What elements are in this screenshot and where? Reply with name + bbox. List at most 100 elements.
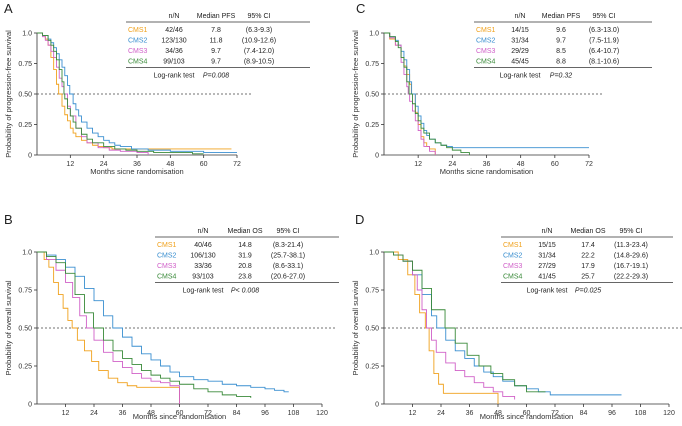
table-cell-ci: (6.4-10.7)	[589, 48, 619, 55]
table-cell-n: 31/34	[511, 38, 529, 45]
table-header: Median PFS	[197, 13, 236, 20]
table-cell-median: 14.8	[238, 242, 252, 249]
y-tick-label: 0.75	[18, 288, 32, 295]
summary-table: n/N Median OS 95% CI CMS1 40/46 14.8 (8.3-21.4…	[155, 228, 339, 295]
table-cell-n: 15/15	[538, 242, 556, 249]
km-curve-cms1	[37, 251, 180, 404]
x-tick-label: 108	[635, 410, 647, 417]
x-tick-label: 24	[100, 161, 108, 168]
table-group-label: CMS4	[128, 59, 148, 66]
table-test-label: Log-rank test	[500, 73, 541, 80]
table-header: n/N	[198, 228, 209, 235]
table-cell-median: 22.2	[581, 253, 595, 260]
km-curve-cms1	[384, 251, 499, 404]
x-tick-label: 108	[288, 410, 300, 417]
table-cell-ci: (7.5-11.9)	[589, 38, 619, 45]
table-cell-median: 17.4	[581, 242, 595, 249]
y-tick-label: 0.50	[365, 92, 379, 99]
table-group-label: CMS3	[157, 263, 177, 270]
table-group-label: CMS2	[157, 253, 177, 260]
y-tick-label: 0.50	[18, 326, 32, 333]
table-cell-n: 31/34	[538, 253, 556, 260]
table-cell-median: 9.7	[211, 48, 221, 55]
table-test-label: Log-rank test	[527, 288, 568, 295]
x-tick-label: 84	[580, 410, 588, 417]
table-test-label: Log-rank test	[154, 73, 195, 80]
panel-c: C 0 0.25 0.50 0.75 1.0 12 24 36 48 60 72 Months sicn…	[351, 1, 652, 176]
table-header: Median PFS	[542, 13, 581, 20]
table-header: n/N	[515, 13, 526, 20]
x-tick-label: 24	[437, 410, 445, 417]
table-cell-n: 123/130	[161, 38, 186, 45]
table-cell-median: 17.9	[581, 263, 595, 270]
table-cell-n: 34/36	[165, 48, 183, 55]
table-group-label: CMS3	[503, 263, 523, 270]
table-cell-ci: (16.7-19.1)	[614, 263, 648, 270]
panel-letter: C	[356, 1, 365, 16]
km-curve-cms2	[37, 32, 237, 154]
x-tick-label: 72	[204, 410, 212, 417]
y-tick-label: 1.0	[369, 31, 379, 38]
panel-letter: D	[355, 212, 364, 227]
x-axis-label: Months since randomisation	[480, 412, 573, 421]
table-cell-median: 9.6	[556, 27, 566, 34]
y-tick-label: 1.0	[369, 250, 379, 257]
table-cell-n: 106/130	[190, 253, 215, 260]
table-group-label: CMS4	[503, 274, 523, 281]
y-axis-label: Probability of overall survival	[4, 280, 13, 375]
table-cell-ci: (6.3-13.0)	[589, 27, 619, 34]
y-axis-label: Probability of progression-free survival	[4, 30, 13, 158]
x-tick-label: 72	[585, 161, 593, 168]
table-p-value: P=0.008	[203, 73, 229, 80]
panel-d: D 0 0.25 0.50 0.75 1.0 12 24 36 48 60 72 84 96 108 120 M…	[351, 212, 682, 421]
table-cell-median: 8.8	[556, 59, 566, 66]
table-header: Median OS	[227, 228, 262, 235]
table-cell-n: 41/45	[538, 274, 556, 281]
km-curve-cms3	[37, 32, 149, 155]
table-cell-ci: (8.6-33.1)	[273, 263, 303, 270]
table-header: 95% CI	[277, 228, 300, 235]
y-tick-label: 0.75	[18, 61, 32, 68]
table-group-label: CMS1	[476, 27, 496, 34]
x-tick-label: 72	[551, 410, 559, 417]
table-group-label: CMS2	[476, 38, 496, 45]
table-cell-ci: (22.2-29.3)	[614, 274, 648, 281]
table-cell-n: 99/103	[163, 59, 185, 66]
table-cell-ci: (8.9-10.5)	[244, 59, 274, 66]
x-tick-label: 84	[233, 410, 241, 417]
y-tick-label: 0	[375, 402, 379, 409]
x-tick-label: 48	[147, 410, 155, 417]
y-tick-label: 0.75	[365, 288, 379, 295]
x-tick-label: 24	[448, 161, 456, 168]
table-cell-median: 31.9	[238, 253, 252, 260]
summary-table: n/N Median OS 95% CI CMS1 15/15 17.4 (11.3-23.…	[501, 228, 673, 295]
km-curve-cms3	[384, 32, 436, 155]
y-tick-label: 0	[375, 153, 379, 160]
table-cell-median: 9.7	[211, 59, 221, 66]
km-curve-cms3	[384, 251, 516, 400]
x-axis-label: Months sicne randomisation	[440, 167, 533, 176]
y-tick-label: 0.50	[365, 326, 379, 333]
table-cell-n: 93/103	[192, 274, 214, 281]
y-tick-label: 0.25	[18, 364, 32, 371]
x-tick-label: 48	[517, 161, 525, 168]
km-curve-cms4	[384, 32, 470, 155]
table-group-label: CMS4	[476, 59, 496, 66]
table-cell-ci: (8.3-21.4)	[273, 242, 303, 249]
table-cell-median: 9.7	[556, 38, 566, 45]
x-tick-label: 36	[133, 161, 141, 168]
table-header: Median OS	[570, 228, 605, 235]
x-tick-label: 60	[523, 410, 531, 417]
table-cell-ci: (14.8-29.6)	[614, 253, 648, 260]
y-tick-label: 0.75	[365, 61, 379, 68]
km-curve-cms3	[37, 251, 180, 404]
y-tick-label: 0.25	[365, 364, 379, 371]
table-cell-n: 42/46	[165, 27, 183, 34]
table-group-label: CMS2	[128, 38, 148, 45]
x-tick-label: 72	[233, 161, 241, 168]
table-cell-ci: (11.3-23.4)	[614, 242, 648, 249]
table-header: n/N	[169, 13, 180, 20]
table-cell-ci: (7.4-12.0)	[244, 48, 274, 55]
table-group-label: CMS1	[503, 242, 523, 249]
